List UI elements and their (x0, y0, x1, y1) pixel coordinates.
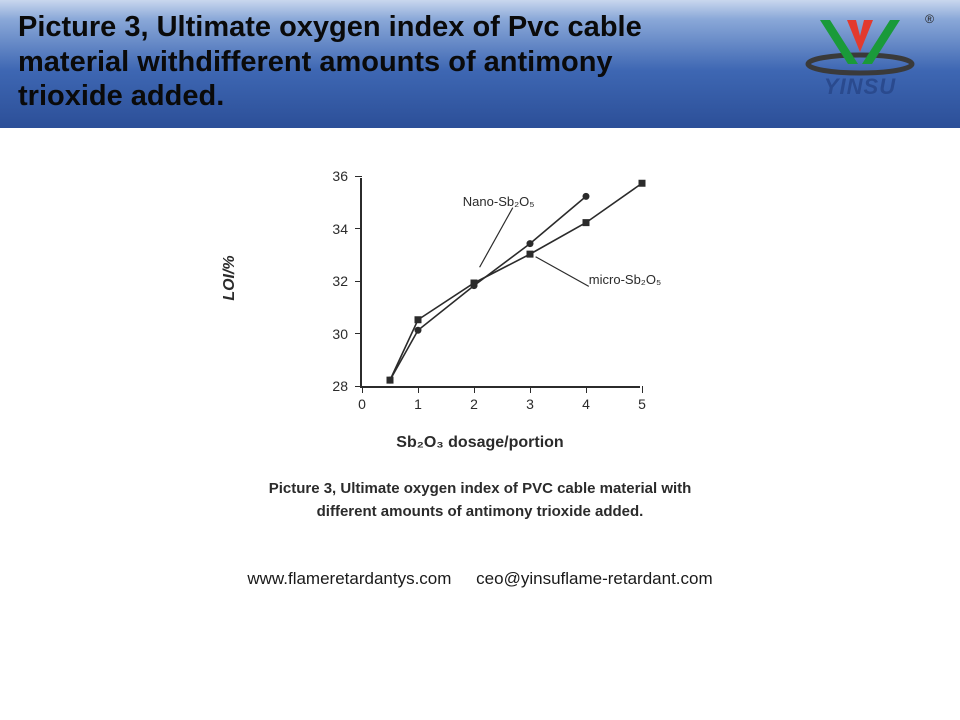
chart-container: LOI/% 0123452830323436Nano-Sb₂O₅micro-Sb… (220, 168, 740, 589)
header-bar: Picture 3, Ultimate oxygen index of Pvc … (0, 0, 960, 128)
y-axis-title: LOI/% (221, 255, 239, 300)
y-tick-label: 34 (308, 221, 348, 237)
caption-line-2: different amounts of antimony trioxide a… (317, 503, 644, 520)
slide-title: Picture 3, Ultimate oxygen index of Pvc … (18, 10, 658, 114)
caption-line-1: Picture 3, Ultimate oxygen index of PVC … (269, 480, 692, 497)
y-tick-label: 28 (308, 378, 348, 394)
footer: www.flameretardantys.com ceo@yinsuflame-… (220, 569, 740, 589)
y-tick-label: 32 (308, 273, 348, 289)
x-tick-label: 4 (582, 396, 590, 412)
x-tick-label: 0 (358, 396, 366, 412)
logo-text: YINSU (800, 74, 920, 100)
logo-graphic (800, 14, 920, 76)
y-tick-label: 36 (308, 168, 348, 184)
footer-email: ceo@yinsuflame-retardant.com (476, 569, 712, 588)
registered-mark: ® (925, 12, 934, 26)
plot-area: 0123452830323436Nano-Sb₂O₅micro-Sb₂O₅ (360, 178, 640, 388)
x-tick-label: 2 (470, 396, 478, 412)
x-tick-label: 3 (526, 396, 534, 412)
chart-box: 0123452830323436Nano-Sb₂O₅micro-Sb₂O₅ (300, 168, 660, 428)
chart-caption: Picture 3, Ultimate oxygen index of PVC … (220, 478, 740, 523)
y-tick-label: 30 (308, 326, 348, 342)
company-logo: ® YINSU (800, 14, 920, 100)
series-label: micro-Sb₂O₅ (589, 272, 661, 287)
x-tick-label: 1 (414, 396, 422, 412)
x-tick-label: 5 (638, 396, 646, 412)
footer-url: www.flameretardantys.com (247, 569, 451, 588)
series-label: Nano-Sb₂O₅ (463, 194, 535, 209)
x-axis-title: Sb₂O₃ dosage/portion (220, 434, 740, 452)
